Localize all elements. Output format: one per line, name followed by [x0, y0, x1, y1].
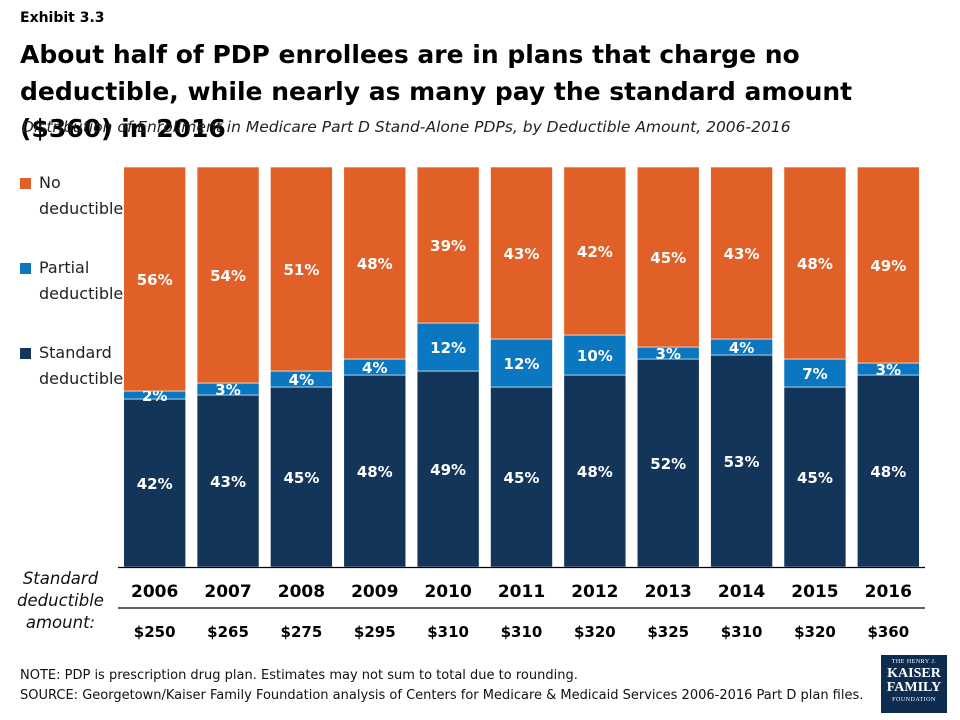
label-standard-2015: 45%	[797, 469, 833, 487]
logo-line-4: FOUNDATION	[892, 697, 936, 703]
bar-no-deductible-2006	[123, 166, 186, 392]
standard-amount-2009: $295	[354, 623, 396, 641]
legend-label-standard-deductible: Standard deductible	[39, 343, 124, 388]
label-no-deductible-2012: 42%	[577, 243, 613, 261]
label-standard-2010: 49%	[430, 461, 466, 479]
bar-standard-2011	[490, 386, 553, 568]
bar-partial-2010	[416, 322, 480, 372]
bar-no-deductible-2016	[857, 166, 920, 364]
bar-standard-2014	[710, 354, 773, 568]
x-tick-2008: 2008	[278, 582, 325, 602]
bar-no-deductible-2012	[563, 166, 627, 336]
bar-no-deductible-2015	[783, 166, 847, 360]
label-partial-2015: 7%	[802, 365, 827, 383]
label-standard-2008: 45%	[283, 469, 319, 487]
label-partial-2009: 4%	[362, 359, 387, 377]
label-standard-2013: 52%	[650, 455, 686, 473]
bar-standard-2009	[343, 374, 407, 568]
bar-no-deductible-2009	[343, 166, 407, 360]
x-tick-2006: 2006	[131, 582, 178, 602]
x-tick-2016: 2016	[865, 582, 912, 602]
x-tick-2010: 2010	[424, 582, 471, 602]
label-standard-2011: 45%	[504, 469, 540, 487]
standard-amount-2015: $320	[794, 623, 836, 641]
label-no-deductible-2011: 43%	[504, 245, 540, 263]
standard-amount-2012: $320	[574, 623, 616, 641]
legend-swatch-no-deductible	[20, 178, 31, 189]
standard-amount-2006: $250	[134, 623, 176, 641]
bar-standard-2012	[563, 374, 627, 568]
bar-standard-2008	[270, 386, 333, 568]
bar-no-deductible-2008	[270, 166, 333, 372]
label-no-deductible-2016: 49%	[870, 257, 906, 275]
label-no-deductible-2015: 48%	[797, 255, 833, 273]
bar-no-deductible-2007	[196, 166, 260, 384]
bar-no-deductible-2011	[490, 166, 553, 340]
footer-source: SOURCE: Georgetown/Kaiser Family Foundat…	[20, 688, 864, 703]
bar-no-deductible-2013	[636, 166, 700, 348]
x-tick-2009: 2009	[351, 582, 398, 602]
exhibit-label: Exhibit 3.3	[20, 10, 105, 26]
x-tick-2013: 2013	[645, 582, 692, 602]
bar-standard-2013	[636, 358, 700, 568]
chart-title: About half of PDP enrollees are in plans…	[20, 40, 853, 143]
x-tick-2014: 2014	[718, 582, 765, 602]
label-partial-2007: 3%	[215, 381, 240, 399]
legend-item-partial-deductible: Partial deductible	[20, 255, 150, 307]
label-no-deductible-2010: 39%	[430, 237, 466, 255]
label-no-deductible-2008: 51%	[283, 261, 319, 279]
logo-line-1: THE HENRY J.	[891, 659, 937, 665]
label-standard-2007: 43%	[210, 473, 246, 491]
standard-amount-2014: $310	[721, 623, 763, 641]
standard-amount-2016: $360	[867, 623, 909, 641]
legend-label-no-deductible: No deductible	[39, 173, 124, 218]
legend-label-partial-deductible: Partial deductible	[39, 258, 124, 303]
standard-amount-2013: $325	[647, 623, 689, 641]
legend-swatch-standard-deductible	[20, 348, 31, 359]
bar-no-deductible-2014	[710, 166, 773, 340]
label-partial-2006: 2%	[142, 387, 167, 405]
label-partial-2016: 3%	[876, 361, 901, 379]
standard-amount-2011: $310	[501, 623, 543, 641]
footer-note: NOTE: PDP is prescription drug plan. Est…	[20, 668, 578, 683]
bar-standard-2016	[857, 374, 920, 568]
kff-logo: THE HENRY J. KAISER FAMILY FOUNDATION	[881, 655, 947, 713]
chart-subtitle: Distribution of Enrollment in Medicare P…	[22, 118, 791, 136]
label-partial-2014: 4%	[729, 339, 754, 357]
legend-item-standard-deductible: Standard deductible	[20, 340, 150, 392]
x-tick-2012: 2012	[571, 582, 618, 602]
label-no-deductible-2014: 43%	[724, 245, 760, 263]
label-no-deductible-2013: 45%	[650, 249, 686, 267]
x-tick-2007: 2007	[204, 582, 251, 602]
label-no-deductible-2009: 48%	[357, 255, 393, 273]
standard-amount-2010: $310	[427, 623, 469, 641]
legend-item-no-deductible: No deductible	[20, 170, 150, 222]
bar-standard-2007	[196, 394, 260, 568]
standard-amount-2007: $265	[207, 623, 249, 641]
logo-line-2: KAISER	[887, 666, 941, 681]
bar-partial-2011	[490, 338, 553, 388]
bar-no-deductible-2010	[416, 166, 480, 324]
label-no-deductible-2007: 54%	[210, 267, 246, 285]
label-partial-2013: 3%	[655, 345, 680, 363]
x-tick-2011: 2011	[498, 582, 545, 602]
standard-deductible-amount-label: Standard deductible amount:	[17, 569, 104, 632]
standard-amount-2008: $275	[281, 623, 323, 641]
bar-standard-2015	[783, 386, 847, 568]
label-partial-2011: 12%	[504, 355, 540, 373]
logo-line-3: FAMILY	[886, 680, 942, 695]
label-no-deductible-2006: 56%	[137, 271, 173, 289]
label-standard-2016: 48%	[870, 463, 906, 481]
legend-swatch-partial-deductible	[20, 263, 31, 274]
label-standard-2012: 48%	[577, 463, 613, 481]
label-partial-2008: 4%	[289, 371, 314, 389]
label-standard-2014: 53%	[724, 453, 760, 471]
label-partial-2012: 10%	[577, 347, 613, 365]
label-standard-2006: 42%	[137, 475, 173, 493]
label-partial-2010: 12%	[430, 339, 466, 357]
label-standard-2009: 48%	[357, 463, 393, 481]
bar-standard-2006	[123, 398, 186, 568]
x-tick-2015: 2015	[791, 582, 838, 602]
